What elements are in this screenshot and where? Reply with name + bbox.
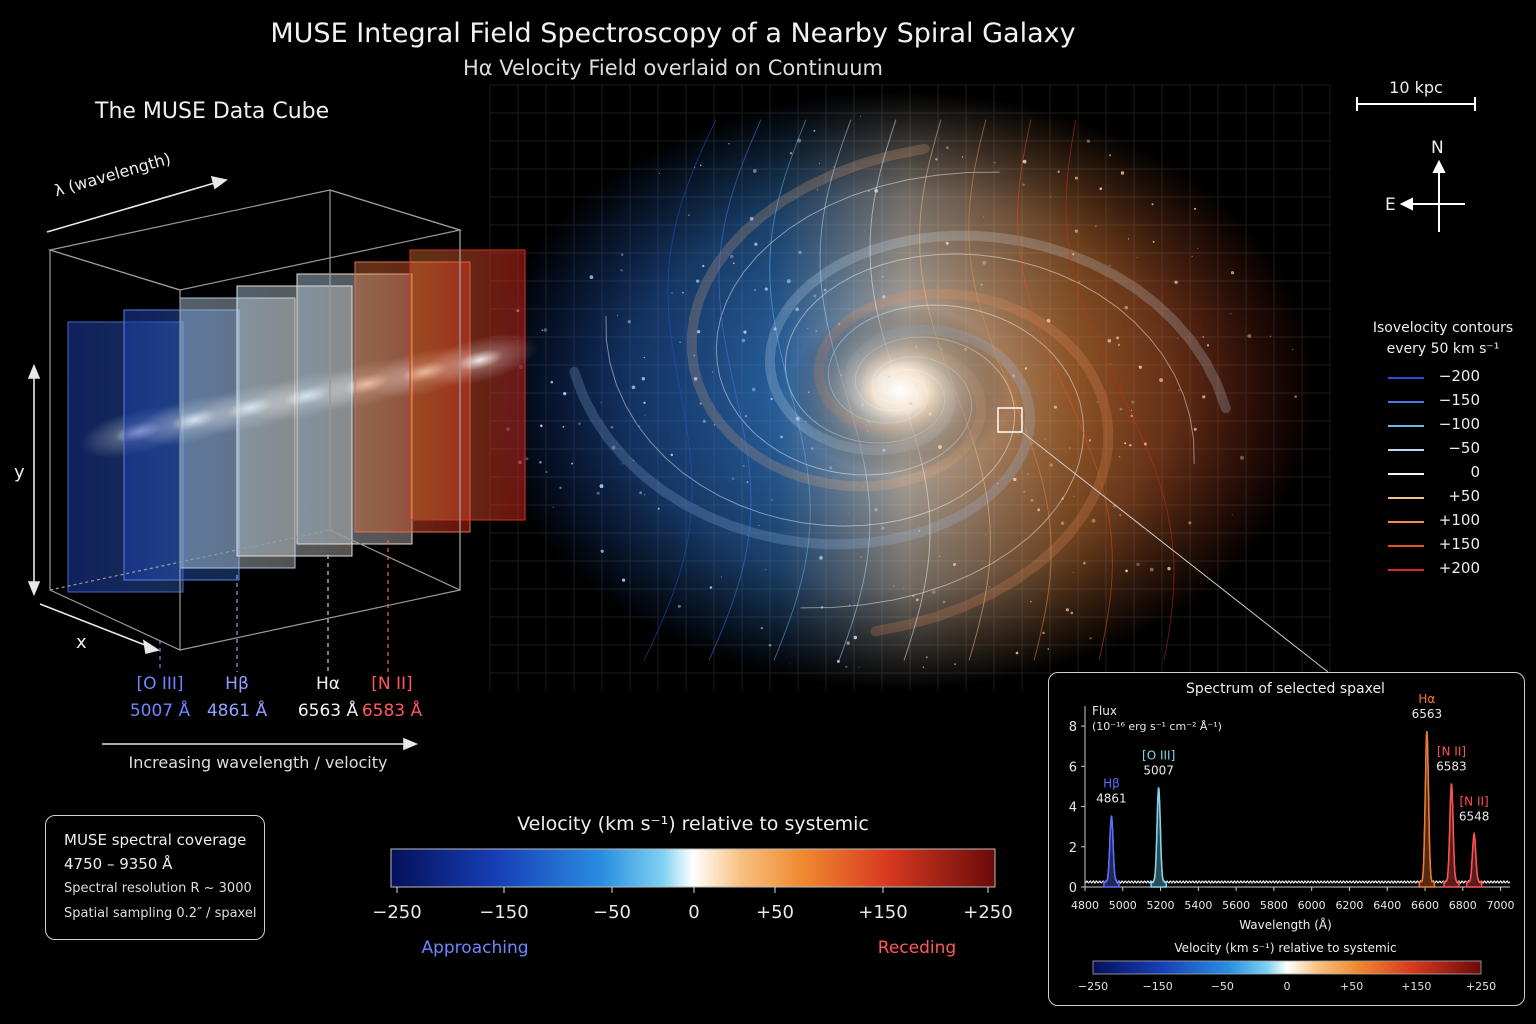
spectral-coverage-box: MUSE spectral coverage 4750 – 9350 Å Spe… [45, 815, 265, 940]
scale-bar [1356, 97, 1476, 111]
contour-legend-item: +100 [1388, 511, 1480, 531]
emission-line-name: Hβ [225, 674, 249, 694]
contour-swatch [1388, 545, 1424, 547]
colorbar-tick-label: +250 [963, 902, 1013, 923]
spectrum-flux-units: (10⁻¹⁶ erg s⁻¹ cm⁻² Å⁻¹) [1092, 720, 1222, 733]
contour-label: −150 [1438, 391, 1480, 409]
contour-legend-title-line2: every 50 km s⁻¹ [1386, 341, 1500, 357]
spectrum-colorbar-tick-label: −250 [1077, 980, 1109, 993]
spectrum-colorbar-tick-label: +150 [1401, 980, 1432, 993]
increasing-wavelength-label: Increasing wavelength / velocity [128, 753, 388, 772]
compass-east-label: E [1385, 195, 1396, 215]
cube-x-axis-label: x [76, 632, 87, 653]
spectrum-colorbar-tick-label: +50 [1340, 980, 1364, 993]
spectrum-flux-label: Flux [1092, 704, 1117, 718]
contour-swatch [1388, 449, 1424, 451]
emission-line-wavelength: 6583 Å [361, 701, 423, 721]
contour-label: −200 [1438, 367, 1480, 385]
emission-line-wavelength: 5007 Å [129, 701, 191, 721]
spectrum-xlabel: Wavelength (Å) [1239, 918, 1332, 932]
emission-line-wavelength: 6563 Å [297, 701, 359, 721]
emission-line-name: [O III] [136, 674, 184, 694]
coverage-sampling: Spatial sampling 0.2″ / spaxel [64, 906, 257, 921]
contour-legend-title-line1: Isovelocity contours [1372, 320, 1514, 336]
contour-label: +50 [1448, 487, 1480, 505]
colorbar-title: Velocity (km s⁻¹) relative to systemic [517, 813, 869, 835]
coverage-range: 4750 – 9350 Å [64, 855, 173, 873]
cube-title: The MUSE Data Cube [95, 99, 330, 124]
cube-y-axis-label: y [14, 462, 25, 483]
contour-legend-item: −150 [1388, 391, 1480, 411]
contour-label: +150 [1438, 535, 1480, 553]
page-subtitle: Hα Velocity Field overlaid on Continuum [463, 56, 883, 80]
contour-label: +200 [1438, 559, 1480, 577]
contour-legend-item: +200 [1388, 559, 1480, 579]
coverage-title: MUSE spectral coverage [64, 831, 247, 849]
scale-bar-label: 10 kpc [1389, 78, 1443, 97]
contour-legend-item: −200 [1388, 367, 1480, 387]
selected-spaxel-box [997, 407, 1023, 433]
spectrum-colorbar-tick-label: −50 [1210, 980, 1234, 993]
colorbar-tick-label: −50 [593, 902, 631, 923]
emission-line-name: Hα [316, 674, 340, 694]
approaching-label: Approaching [421, 938, 529, 958]
contour-label: +100 [1438, 511, 1480, 529]
page-title: MUSE Integral Field Spectroscopy of a Ne… [270, 18, 1076, 49]
contour-legend-item: −100 [1388, 415, 1480, 435]
colorbar-tick-label: +50 [756, 902, 794, 923]
contour-swatch [1388, 401, 1424, 403]
spectrum-colorbar-tick-label: 0 [1283, 980, 1291, 993]
galaxy-image [480, 90, 1330, 690]
contour-label: 0 [1470, 463, 1480, 481]
velocity-colorbar [390, 848, 996, 893]
spectrum-colorbar-tick-label: −150 [1142, 980, 1173, 993]
spectrum-colorbar-tick-label: +250 [1465, 980, 1497, 993]
compass-north-label: N [1431, 138, 1444, 158]
colorbar-tick-label: 0 [688, 902, 700, 923]
contour-swatch [1388, 473, 1424, 475]
spectrum-colorbar-title: Velocity (km s⁻¹) relative to systemic [1174, 941, 1397, 955]
contour-swatch [1388, 497, 1424, 499]
emission-line-wavelength: 4861 Å [206, 701, 268, 721]
contour-swatch [1388, 521, 1424, 523]
spectrum-title: Spectrum of selected spaxel [1186, 681, 1385, 697]
contour-swatch [1388, 377, 1424, 379]
contour-swatch [1388, 569, 1424, 571]
emission-line-name: [N II] [371, 674, 413, 694]
contour-label: −50 [1448, 439, 1480, 457]
contour-swatch [1388, 425, 1424, 427]
data-cube [27, 175, 539, 751]
coverage-resolution: Spectral resolution R ~ 3000 [64, 881, 252, 896]
contour-legend-item: +150 [1388, 535, 1480, 555]
cube-slice [409, 249, 539, 521]
contour-legend-item: +50 [1388, 487, 1480, 507]
colorbar-tick-label: −250 [372, 902, 422, 923]
compass-arrows [1399, 159, 1465, 232]
receding-label: Receding [877, 938, 957, 958]
contour-label: −100 [1438, 415, 1480, 433]
contour-legend-title: Isovelocity contours every 50 km s⁻¹ [1368, 318, 1518, 360]
colorbar-tick-label: +150 [858, 902, 908, 923]
colorbar-tick-label: −150 [479, 902, 529, 923]
contour-legend-item: −50 [1388, 439, 1480, 459]
contour-legend-item: 0 [1388, 463, 1480, 483]
